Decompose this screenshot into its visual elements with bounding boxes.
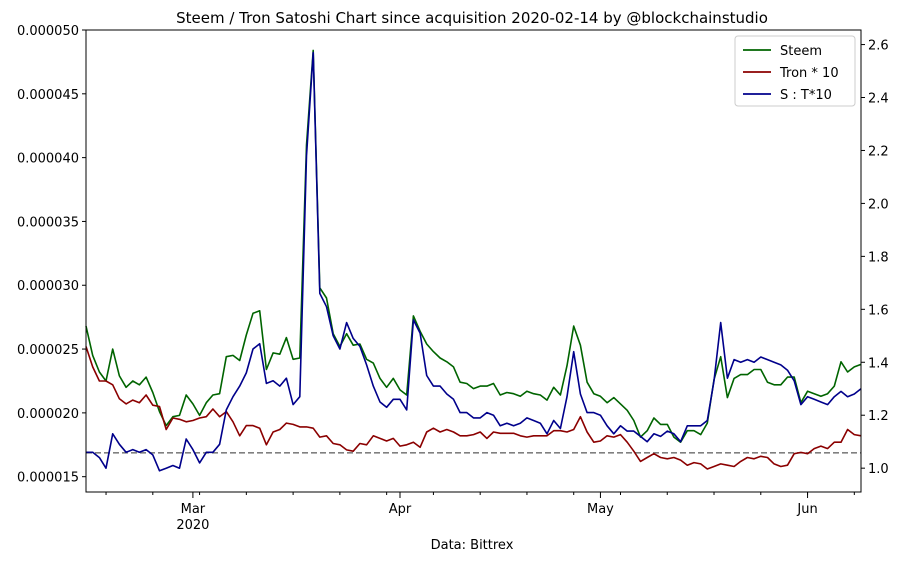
chart-title: Steem / Tron Satoshi Chart since acquisi…: [176, 9, 768, 27]
y-right-tick-label: 1.6: [868, 303, 889, 318]
y-right-tick-label: 1.0: [868, 462, 889, 477]
legend-label: S : T*10: [780, 88, 832, 103]
y-right-tick-label: 2.2: [868, 144, 889, 159]
series-line-1: [85, 346, 862, 470]
y-left-tick-label: 0.000035: [17, 215, 79, 230]
y-right-tick-label: 1.4: [868, 356, 889, 371]
x-tick-label: Apr: [389, 502, 412, 517]
legend: Steem Tron * 10 S : T*10: [734, 35, 856, 107]
y-right-tick-label: 2.4: [868, 92, 889, 107]
y-right-tick-label: 2.6: [868, 39, 889, 54]
tick-labels: 0.000015 0.000020 0.000025 0.000030 0.000035…: [17, 24, 889, 533]
x-tick-label: May: [587, 502, 614, 517]
y-left-tick-label: 0.000050: [17, 24, 79, 39]
x-axis-label: Data: Bittrex: [431, 538, 514, 553]
axes: [82, 29, 865, 498]
y-left-tick-label: 0.000030: [17, 279, 79, 294]
series-line-2: [86, 51, 862, 472]
legend-box: [734, 35, 856, 107]
y-left-tick-label: 0.000040: [17, 152, 79, 167]
x-tick-label: Mar: [181, 502, 206, 517]
legend-label: Steem: [780, 44, 822, 59]
y-left-tick-label: 0.000015: [17, 471, 79, 486]
x-tick-label: Jun: [796, 502, 817, 517]
y-left-tick-label: 0.000045: [17, 88, 79, 103]
x-tick-sublabel: 2020: [176, 518, 209, 533]
y-right-tick-label: 1.2: [868, 409, 889, 424]
y-left-tick-label: 0.000020: [17, 407, 79, 422]
y-right-tick-label: 1.8: [868, 250, 889, 265]
series-lines: [85, 49, 862, 472]
series-line-0: [85, 49, 862, 444]
y-right-tick-label: 2.0: [868, 197, 889, 212]
legend-label: Tron * 10: [779, 66, 839, 81]
y-left-tick-label: 0.000025: [17, 343, 79, 358]
plot-frame: [85, 29, 862, 493]
